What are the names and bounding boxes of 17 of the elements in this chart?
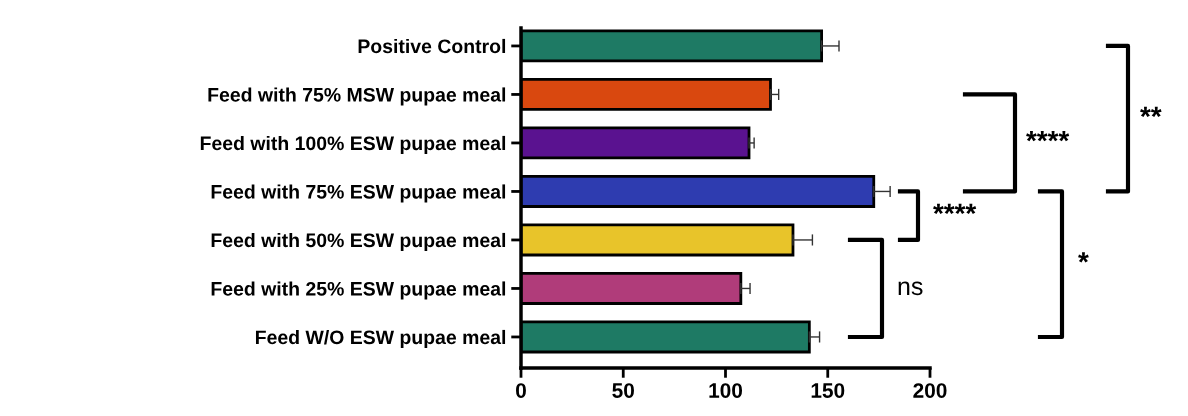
text: ** (1140, 106, 1162, 118)
y-tick-label: Feed with 75% MSW pupae meal (208, 87, 506, 106)
x-tick-label: 200 (913, 383, 947, 398)
x-tick-label: 100 (709, 383, 743, 398)
y-tick-label: Positive Control (358, 38, 506, 54)
y-tick-label: Feed with 25% ESW pupae meal (211, 281, 506, 300)
text: * (1078, 252, 1089, 263)
annotation: ns (898, 281, 923, 296)
text: **** (1026, 131, 1070, 142)
y-tick-label: Feed with 100% ESW pupae meal (200, 135, 506, 155)
y-tick-label: Feed with 50% ESW pupae meal (211, 232, 506, 252)
x-tick-label: 50 (612, 383, 634, 398)
y-tick-label: Feed W/O ESW pupae meal (255, 329, 506, 349)
x-tick-label: 0 (516, 383, 526, 398)
x-tick-label: 150 (811, 383, 845, 398)
text: **** (933, 203, 977, 215)
y-tick-label: Feed with 75% ESW pupae meal (211, 184, 506, 203)
